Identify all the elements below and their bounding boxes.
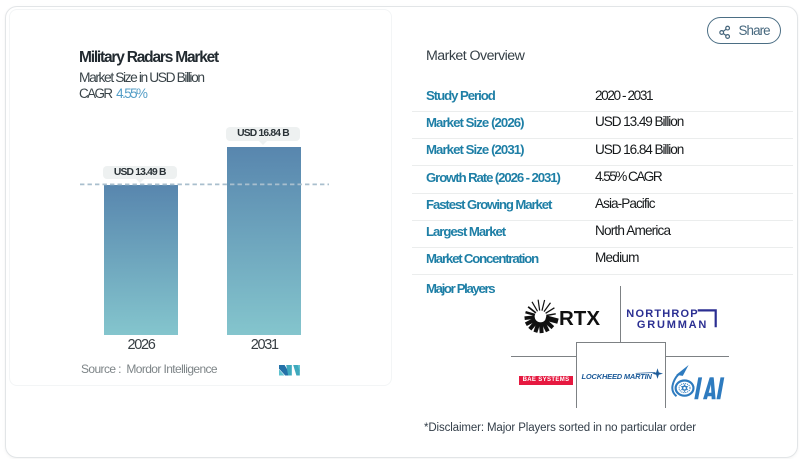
svg-text:LOCKHEED MARTIN: LOCKHEED MARTIN (582, 372, 653, 381)
svg-text:NORTHROP: NORTHROP (626, 308, 699, 320)
svg-text:GRUMMAN: GRUMMAN (637, 319, 708, 331)
svg-text:RTX: RTX (559, 307, 600, 330)
